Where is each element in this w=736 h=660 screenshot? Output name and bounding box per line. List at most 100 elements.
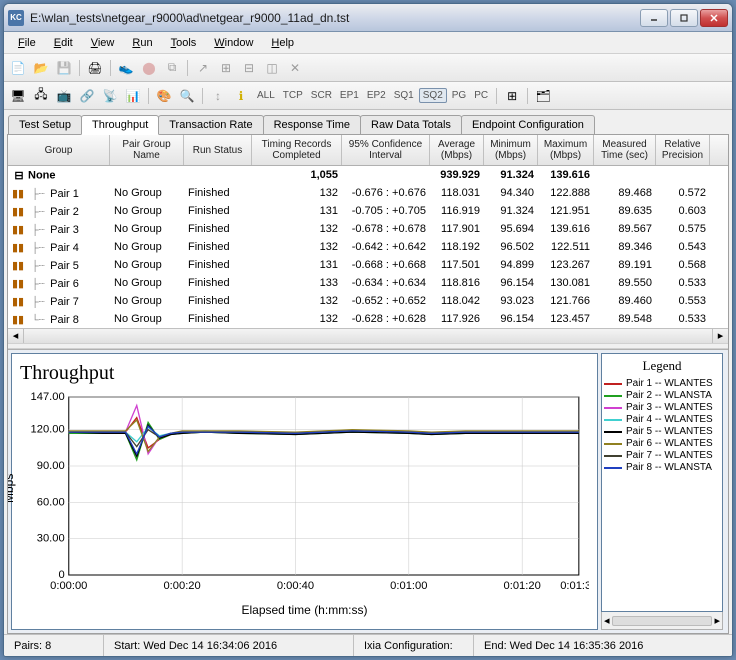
run-icon[interactable]: 👟 [116,58,136,78]
cell: 0.603 [656,205,710,217]
legend-swatch [604,407,622,409]
filter-pc[interactable]: PC [471,89,491,102]
scroll-left-icon[interactable]: ◂ [604,614,610,627]
hscroll-right[interactable]: ▸ [712,329,728,343]
filter-pg[interactable]: PG [449,89,469,102]
t2-icon-2[interactable]: 🖧 [31,86,51,106]
legend-item[interactable]: Pair 4 -- WLANTES [604,414,720,425]
tab-raw-data-totals[interactable]: Raw Data Totals [360,115,462,134]
col-header[interactable]: Minimum(Mbps) [484,135,538,165]
collapse-icon[interactable]: ⊟ [12,168,26,182]
col-header[interactable]: Pair GroupName [110,135,184,165]
menu-tools[interactable]: Tools [163,35,205,51]
tab-response-time[interactable]: Response Time [263,115,361,134]
table-row[interactable]: ▮▮├┈Pair 4No GroupFinished132-0.642 : +0… [8,238,728,256]
print-icon[interactable]: 🖨 [85,58,105,78]
t2-icon-12[interactable]: 🗂 [533,86,553,106]
action2-icon[interactable]: ⊞ [216,58,236,78]
t2-icon-1[interactable]: 🖥 [8,86,28,106]
table-row[interactable]: ▮▮├┈Pair 1No GroupFinished132-0.676 : +0… [8,184,728,202]
maximize-button[interactable] [670,9,698,27]
action3-icon[interactable]: ⊟ [239,58,259,78]
filter-ep1[interactable]: EP1 [337,89,362,102]
table-row[interactable]: ▮▮├┈Pair 7No GroupFinished132-0.652 : +0… [8,292,728,310]
tab-throughput[interactable]: Throughput [81,115,159,135]
col-header[interactable]: MeasuredTime (sec) [594,135,656,165]
cell: 89.460 [594,295,656,307]
table-row[interactable]: ▮▮└┈Pair 8No GroupFinished132-0.628 : +0… [8,310,728,328]
y-axis-label: Mbps [7,474,16,503]
menu-run[interactable]: Run [124,35,160,51]
table-row[interactable]: ▮▮├┈Pair 3No GroupFinished132-0.678 : +0… [8,220,728,238]
filter-ep2[interactable]: EP2 [364,89,389,102]
filter-sq2[interactable]: SQ2 [419,88,447,103]
cell: 0.553 [656,295,710,307]
table-row[interactable]: ▮▮├┈Pair 5No GroupFinished131-0.668 : +0… [8,256,728,274]
legend-label: Pair 7 -- WLANTES [626,450,713,461]
minimize-button[interactable] [640,9,668,27]
action1-icon[interactable]: ↗ [193,58,213,78]
close-button[interactable] [700,9,728,27]
copy-icon[interactable]: ⧉ [162,58,182,78]
t2-icon-8[interactable]: 🔍 [177,86,197,106]
col-header[interactable]: Run Status [184,135,252,165]
legend-item[interactable]: Pair 6 -- WLANTES [604,438,720,449]
t2-icon-6[interactable]: 📊 [123,86,143,106]
col-header[interactable]: Maximum(Mbps) [538,135,594,165]
save-icon[interactable]: 💾 [54,58,74,78]
t2-icon-11[interactable]: ⊞ [502,86,522,106]
t2-icon-9[interactable]: ↕ [208,86,228,106]
menu-help[interactable]: Help [263,35,302,51]
table-row[interactable]: ▮▮├┈Pair 6No GroupFinished133-0.634 : +0… [8,274,728,292]
col-header[interactable]: Timing RecordsCompleted [252,135,342,165]
scroll-thumb[interactable] [612,616,713,626]
hscroll-left[interactable]: ◂ [8,329,24,343]
cell: 117.901 [430,223,484,235]
menu-edit[interactable]: Edit [46,35,81,51]
action5-icon[interactable]: ✕ [285,58,305,78]
filter-sq1[interactable]: SQ1 [391,89,417,102]
menu-window[interactable]: Window [206,35,261,51]
toolbar-main: 📄 📂 💾 🖨 👟 ⬤ ⧉ ↗ ⊞ ⊟ ◫ ✕ [4,54,732,82]
tab-endpoint-configuration[interactable]: Endpoint Configuration [461,115,595,134]
legend-item[interactable]: Pair 7 -- WLANTES [604,450,720,461]
titlebar[interactable]: KC E:\wlan_tests\netgear_r9000\ad\netgea… [4,4,732,32]
table-row[interactable]: ▮▮├┈Pair 2No GroupFinished131-0.705 : +0… [8,202,728,220]
legend-swatch [604,431,622,433]
filter-scr[interactable]: SCR [308,89,335,102]
col-header[interactable]: Group [8,135,110,165]
cell: 122.888 [538,187,594,199]
legend-item[interactable]: Pair 1 -- WLANTES [604,378,720,389]
cell: 89.567 [594,223,656,235]
t2-icon-7[interactable]: 🎨 [154,86,174,106]
t2-icon-3[interactable]: 📺 [54,86,74,106]
col-header[interactable]: Average(Mbps) [430,135,484,165]
stop-icon[interactable]: ⬤ [139,58,159,78]
cell: 118.192 [430,241,484,253]
cell: 91.324 [484,169,538,181]
legend-label: Pair 4 -- WLANTES [626,414,713,425]
col-header[interactable]: RelativePrecision [656,135,710,165]
legend-item[interactable]: Pair 5 -- WLANTES [604,426,720,437]
scroll-right-icon[interactable]: ▸ [714,614,720,627]
legend-item[interactable]: Pair 8 -- WLANSTA [604,462,720,473]
new-icon[interactable]: 📄 [8,58,28,78]
filter-all[interactable]: ALL [254,89,278,102]
tab-test-setup[interactable]: Test Setup [8,115,82,134]
legend-item[interactable]: Pair 2 -- WLANSTA [604,390,720,401]
t2-icon-10[interactable]: ℹ [231,86,251,106]
menu-file[interactable]: File [10,35,44,51]
t2-icon-4[interactable]: 🔗 [77,86,97,106]
svg-text:30.00: 30.00 [37,533,65,545]
action4-icon[interactable]: ◫ [262,58,282,78]
col-header[interactable]: 95% ConfidenceInterval [342,135,430,165]
legend-item[interactable]: Pair 3 -- WLANTES [604,402,720,413]
open-icon[interactable]: 📂 [31,58,51,78]
menu-view[interactable]: View [83,35,123,51]
legend-scrollbar[interactable]: ◂ ▸ [601,612,723,630]
t2-icon-5[interactable]: 📡 [100,86,120,106]
app-window: KC E:\wlan_tests\netgear_r9000\ad\netgea… [3,3,733,657]
tab-transaction-rate[interactable]: Transaction Rate [158,115,263,134]
filter-tcp[interactable]: TCP [280,89,306,102]
summary-row[interactable]: ⊟None1,055939.92991.324139.616 [8,166,728,184]
